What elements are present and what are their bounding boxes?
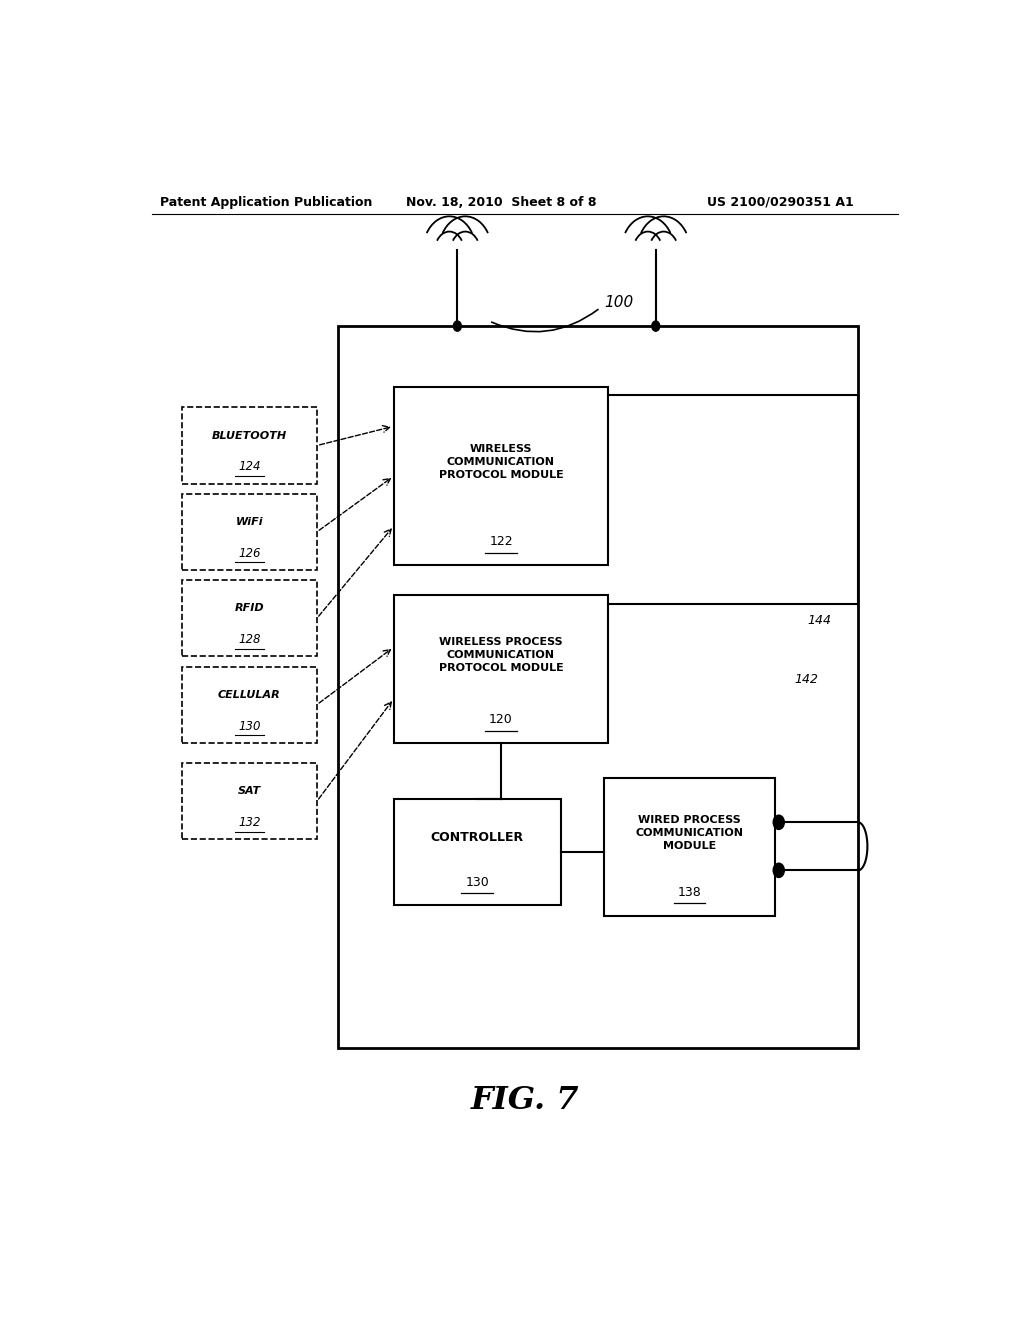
FancyArrowPatch shape	[492, 309, 598, 331]
Bar	[182, 494, 316, 570]
Text: 142: 142	[795, 673, 818, 686]
Circle shape	[454, 321, 461, 331]
Text: BLUETOOTH: BLUETOOTH	[212, 430, 287, 441]
Bar	[604, 779, 775, 916]
Text: 122: 122	[489, 535, 513, 548]
Text: 138: 138	[678, 886, 701, 899]
Circle shape	[773, 816, 784, 829]
Bar	[182, 763, 316, 840]
Text: 100: 100	[604, 296, 634, 310]
Text: WIRELESS PROCESS
COMMUNICATION
PROTOCOL MODULE: WIRELESS PROCESS COMMUNICATION PROTOCOL …	[438, 636, 563, 673]
Circle shape	[652, 321, 659, 331]
Text: FIG. 7: FIG. 7	[471, 1085, 579, 1117]
Text: Patent Application Publication: Patent Application Publication	[160, 195, 372, 209]
Circle shape	[773, 863, 784, 878]
Text: 132: 132	[239, 816, 261, 829]
Text: 130: 130	[465, 875, 489, 888]
Text: WiFi: WiFi	[236, 517, 263, 527]
Text: CONTROLLER: CONTROLLER	[431, 832, 523, 845]
Text: Nov. 18, 2010  Sheet 8 of 8: Nov. 18, 2010 Sheet 8 of 8	[406, 195, 596, 209]
Bar	[182, 408, 316, 483]
Bar	[394, 595, 608, 743]
Text: WIRED PROCESS
COMMUNICATION
MODULE: WIRED PROCESS COMMUNICATION MODULE	[636, 814, 743, 851]
Bar	[338, 326, 858, 1048]
Text: CELLULAR: CELLULAR	[218, 690, 281, 700]
Text: 128: 128	[239, 634, 261, 647]
Bar	[394, 387, 608, 565]
Text: US 2100/0290351 A1: US 2100/0290351 A1	[708, 195, 854, 209]
Bar	[182, 581, 316, 656]
Text: 124: 124	[239, 461, 261, 474]
Text: SAT: SAT	[238, 787, 261, 796]
Text: 130: 130	[239, 719, 261, 733]
Bar	[182, 667, 316, 743]
Text: RFID: RFID	[234, 603, 264, 614]
Text: 126: 126	[239, 546, 261, 560]
Text: 144: 144	[807, 614, 831, 627]
Bar	[394, 799, 560, 906]
Text: WIRELESS
COMMUNICATION
PROTOCOL MODULE: WIRELESS COMMUNICATION PROTOCOL MODULE	[438, 444, 563, 480]
Text: 120: 120	[489, 713, 513, 726]
